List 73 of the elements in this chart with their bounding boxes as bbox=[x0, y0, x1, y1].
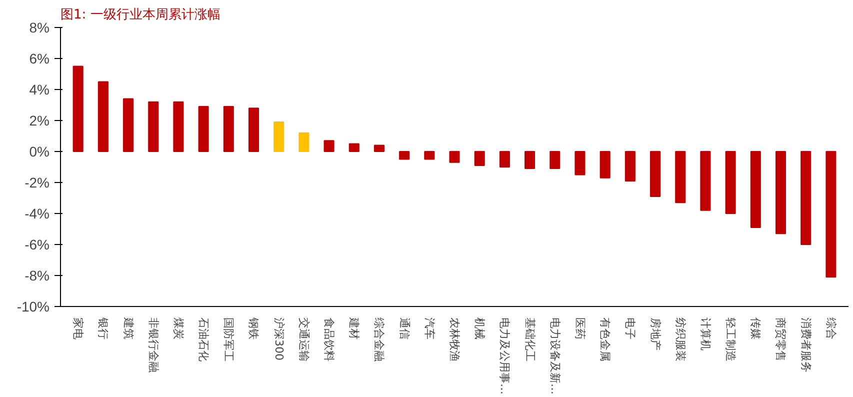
bar bbox=[122, 98, 134, 152]
x-tick-label: 传媒 bbox=[749, 318, 762, 340]
x-tick-label: 国防军工 bbox=[222, 318, 236, 362]
y-tick-label: -2% bbox=[24, 174, 50, 190]
y-tick-label: -4% bbox=[24, 206, 50, 222]
chart-title: 图1: 一级行业本周累计涨幅 bbox=[60, 8, 220, 22]
bar bbox=[750, 151, 761, 228]
bar bbox=[449, 151, 460, 163]
y-tick-label: -6% bbox=[24, 236, 50, 252]
bar bbox=[550, 151, 560, 170]
x-tick-label: 纺织服装 bbox=[674, 318, 687, 362]
x-tick-label: 计算机 bbox=[698, 318, 712, 350]
bar bbox=[700, 151, 711, 211]
y-tick-label: -10% bbox=[16, 298, 50, 314]
bar bbox=[198, 106, 209, 152]
y-tick-label: -8% bbox=[24, 268, 50, 284]
x-tick-label: 电力设备及新… bbox=[548, 318, 562, 394]
bar bbox=[524, 151, 536, 170]
x-tick-label: 沪深300 bbox=[272, 318, 286, 360]
x-tick-label: 建材 bbox=[348, 316, 361, 340]
bar bbox=[624, 151, 636, 182]
x-tick-label: 煤炭 bbox=[172, 318, 185, 340]
x-tick-label: 石油石化 bbox=[197, 318, 210, 362]
bar bbox=[223, 106, 234, 152]
x-tick-label: 房地产 bbox=[648, 318, 662, 350]
x-tick-label: 银行 bbox=[96, 316, 110, 340]
x-tick-label: 电子 bbox=[624, 318, 637, 340]
bar bbox=[600, 151, 610, 178]
bar bbox=[675, 151, 686, 204]
y-tick-label: 4% bbox=[29, 82, 50, 98]
bar bbox=[499, 151, 510, 168]
x-tick-label: 电力及公用事… bbox=[498, 318, 512, 394]
y-tick-label: 6% bbox=[29, 50, 50, 66]
bar bbox=[775, 151, 786, 234]
bar bbox=[725, 151, 736, 214]
bar bbox=[98, 81, 108, 152]
bar bbox=[248, 108, 260, 152]
x-tick-label: 家电 bbox=[72, 318, 85, 340]
x-tick-label: 通信 bbox=[398, 318, 411, 340]
x-tick-label: 消费者服务 bbox=[799, 318, 812, 372]
x-tick-label: 交通运输 bbox=[297, 318, 310, 362]
bar bbox=[826, 151, 836, 278]
bar bbox=[374, 144, 384, 152]
bar bbox=[574, 151, 586, 176]
y-tick-label: 2% bbox=[29, 112, 50, 128]
x-tick-label: 建筑 bbox=[122, 316, 135, 340]
x-tick-label: 轻工制造 bbox=[724, 318, 738, 362]
bar bbox=[274, 122, 284, 152]
bar bbox=[650, 151, 661, 197]
bar bbox=[348, 143, 360, 152]
x-tick-label: 机械 bbox=[473, 318, 486, 340]
bar bbox=[399, 151, 410, 160]
x-tick-label: 医药 bbox=[573, 318, 586, 340]
x-tick-label: 钢铁 bbox=[247, 316, 260, 340]
bar bbox=[324, 140, 334, 152]
y-tick-label: 8% bbox=[29, 20, 50, 36]
x-tick-label: 商贸零售 bbox=[774, 318, 788, 362]
x-tick-label: 基础化工 bbox=[523, 318, 536, 362]
y-tick-label: 0% bbox=[29, 144, 50, 160]
bar bbox=[424, 151, 435, 160]
x-tick-label: 非银行金融 bbox=[146, 318, 160, 372]
bar bbox=[474, 151, 485, 166]
bar bbox=[173, 101, 184, 152]
bar bbox=[800, 151, 812, 245]
bar bbox=[148, 101, 159, 152]
bar bbox=[298, 132, 310, 152]
x-tick-label: 食品饮料 bbox=[322, 318, 336, 362]
x-tick-label: 综合金融 bbox=[372, 318, 386, 362]
x-tick-label: 农林牧渔 bbox=[448, 318, 461, 362]
x-tick-label: 综合 bbox=[824, 318, 838, 340]
x-tick-label: 有色金属 bbox=[598, 318, 612, 362]
bar bbox=[72, 66, 84, 152]
x-tick-label: 汽车 bbox=[422, 318, 436, 340]
